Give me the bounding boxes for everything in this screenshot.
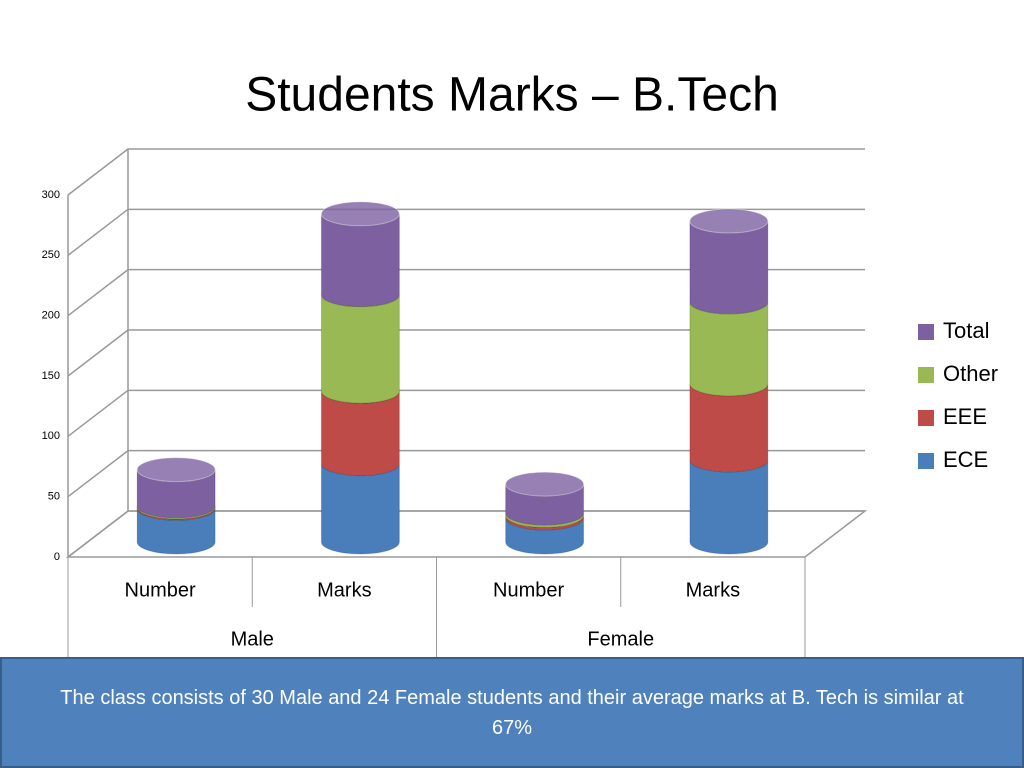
x-tick-label: Number <box>125 579 196 601</box>
x-tick-label: Number <box>493 579 564 601</box>
grid-line <box>67 268 865 317</box>
bar-segment <box>689 459 769 555</box>
caption: The class consists of 30 Male and 24 Fem… <box>0 657 1024 768</box>
bar-segment <box>136 508 216 555</box>
bar-segment <box>689 301 769 397</box>
grid-line <box>67 449 865 498</box>
bar-segment <box>136 505 216 520</box>
legend-label: EEE <box>943 404 987 429</box>
legend-label: Other <box>943 361 998 386</box>
legend-label: ECE <box>943 447 988 472</box>
x-tick-label: Marks <box>317 579 371 601</box>
bar-segment <box>505 517 585 555</box>
chart-title: Students Marks – B.Tech <box>245 69 779 122</box>
bar-segment <box>320 463 400 555</box>
y-tick-label: 50 <box>48 491 60 503</box>
y-tick-label: 200 <box>42 310 60 322</box>
legend-swatch <box>918 324 934 340</box>
legend-label: Total <box>943 318 989 343</box>
legend-swatch <box>918 367 934 383</box>
bar-segment <box>689 383 769 473</box>
legend-swatch <box>918 453 934 469</box>
group-label: Female <box>587 628 654 650</box>
bar-top <box>505 471 585 497</box>
bar-top <box>320 201 400 227</box>
bar-top <box>689 208 769 234</box>
x-tick-label: Marks <box>686 579 740 601</box>
bar-segment <box>136 506 216 521</box>
y-tick-label: 0 <box>54 551 60 563</box>
y-tick-label: 250 <box>42 249 60 261</box>
grid-line <box>67 208 865 256</box>
bar-segment <box>320 213 400 308</box>
y-tick-label: 300 <box>42 189 60 201</box>
y-tick-label: 150 <box>42 370 60 382</box>
legend-swatch <box>918 410 934 426</box>
bar-segment <box>320 391 400 477</box>
bar-segment <box>689 220 769 315</box>
grid-line <box>67 329 865 377</box>
grid-line <box>67 510 865 558</box>
group-label: Male <box>231 628 274 650</box>
grid-line <box>67 148 865 196</box>
grid-line <box>67 389 865 437</box>
bar-segment <box>320 294 400 404</box>
y-tick-label: 100 <box>42 430 60 442</box>
bar-top <box>136 457 216 483</box>
